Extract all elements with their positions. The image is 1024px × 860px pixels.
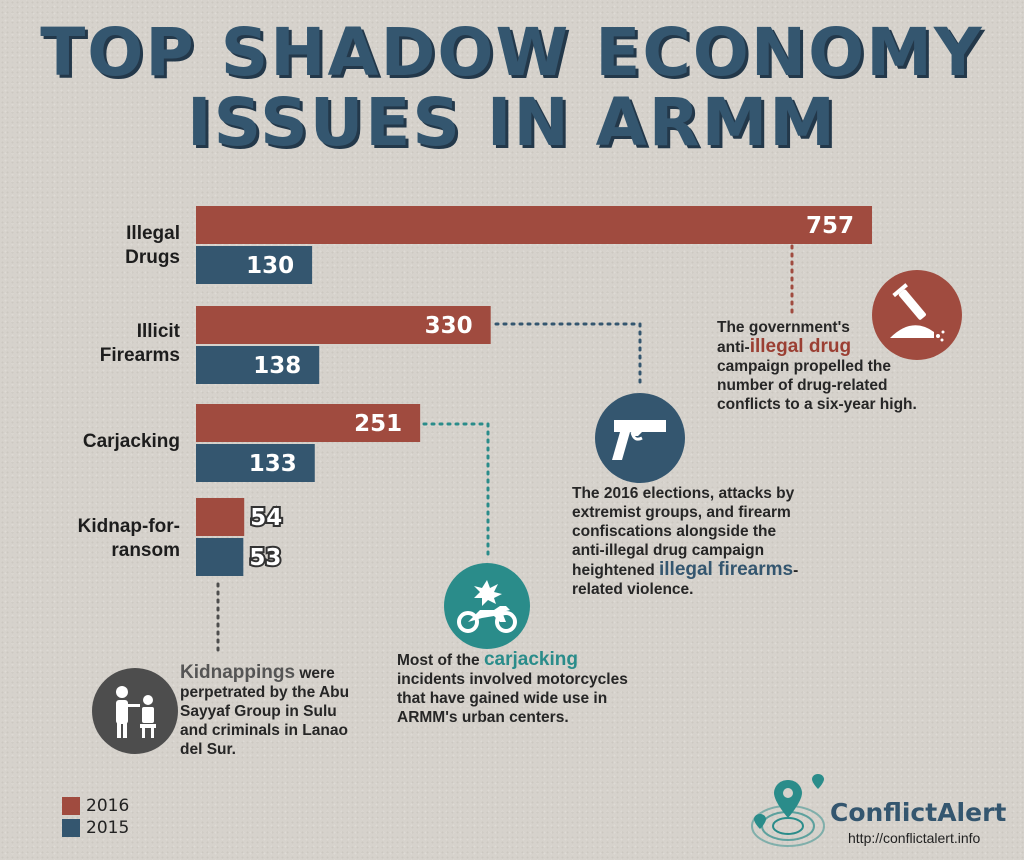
category-label-illegal-drugs: Illegal Drugs [125, 223, 180, 268]
bars-group: 757 330 251 54 130 138 133 53 [196, 206, 872, 576]
note-illegal-drugs: The government's anti-illegal drug campa… [717, 319, 917, 413]
bar-2015-kidnap-for-ransom [196, 538, 244, 576]
highlight-carjacking: carjacking [483, 649, 578, 670]
highlight-illegal-drug: illegal drug [749, 336, 852, 357]
category-label-kidnap-for-ransom: Kidnap-for- ransom [77, 516, 180, 561]
bar-2015-illegal-drugs [196, 246, 313, 284]
data-label-2016-kidnap-for-ransom: 54 [250, 505, 282, 531]
data-label-2016-carjacking: 251 [354, 411, 402, 437]
brand-logo: ConflictAlert http://conflictalert.info [748, 772, 1018, 852]
note-illicit-firearms: The 2016 elections, attacks by extremist… [572, 485, 799, 598]
motorcycle-icon [444, 563, 530, 649]
bar-2016-kidnap-for-ransom [196, 498, 245, 536]
data-label-2015-illegal-drugs: 130 [246, 253, 294, 279]
bar-2016-carjacking [196, 404, 421, 442]
pistol-icon [595, 393, 685, 483]
kidnapping-icon [92, 668, 178, 754]
legend-swatch-2016 [62, 797, 80, 815]
title-line-2: ISSUES IN ARMM [187, 84, 837, 161]
chart-legend: 2016 2015 [62, 795, 129, 839]
leader-lines [216, 244, 794, 658]
category-label-illicit-firearms: Illicit Firearms [99, 321, 180, 366]
note-carjacking: Most of the carjacking incidents involve… [397, 649, 628, 726]
syringe-icon [872, 270, 962, 360]
legend-swatch-2015 [62, 819, 80, 837]
carjacking-leader-line [422, 422, 490, 562]
data-label-2016-illegal-drugs: 757 [806, 213, 854, 239]
highlight-illegal-firearms: illegal firearms [658, 559, 794, 580]
firearms-leader-line [494, 322, 642, 390]
data-label-2015-kidnap-for-ransom: 53 [249, 545, 281, 571]
legend-item-2016: 2016 [62, 795, 129, 817]
location-pin-icon [751, 774, 825, 847]
data-label-2015-carjacking: 133 [249, 451, 297, 477]
bar-2016-illicit-firearms [196, 306, 491, 344]
bar-2015-carjacking [196, 444, 315, 482]
data-label-2015-illicit-firearms: 138 [253, 353, 301, 379]
brand-name: ConflictAlert [830, 798, 1007, 827]
data-label-2016-illicit-firearms: 330 [425, 313, 473, 339]
legend-item-2015: 2015 [62, 817, 129, 839]
category-label-carjacking: Carjacking [82, 431, 180, 452]
bar-2016-illegal-drugs [196, 206, 872, 244]
title-line-1: TOP SHADOW ECONOMY [40, 14, 984, 91]
brand-url[interactable]: http://conflictalert.info [848, 830, 981, 846]
infographic-title: TOP SHADOW ECONOMY ISSUES IN ARMM [0, 18, 1024, 158]
bar-2015-illicit-firearms [196, 346, 320, 384]
highlight-kidnappings: Kidnappings [180, 662, 296, 683]
note-kidnapping: Kidnappings were perpetrated by the Abu … [180, 662, 350, 758]
